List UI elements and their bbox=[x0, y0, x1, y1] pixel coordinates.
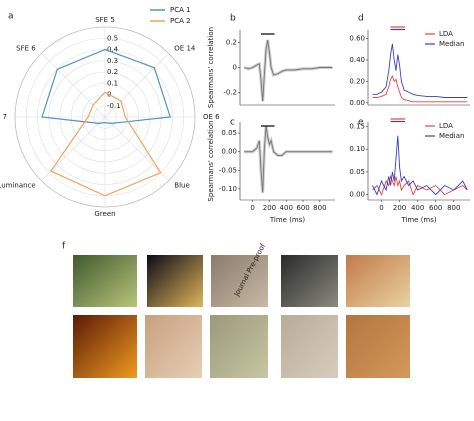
line bbox=[372, 75, 468, 103]
y-tick-label: 0.15 bbox=[349, 123, 365, 131]
x-tick-label: 600 bbox=[429, 204, 442, 212]
panel-label: f bbox=[62, 242, 66, 252]
line bbox=[244, 125, 333, 193]
legend-label: PCA 1 bbox=[170, 6, 191, 14]
image-tile bbox=[281, 255, 338, 307]
image-tile bbox=[210, 315, 268, 378]
y-tick-label: 0.10 bbox=[349, 145, 365, 153]
legend-label: Median bbox=[439, 40, 464, 48]
image-tile bbox=[73, 255, 137, 307]
axis-label: SFE 6 bbox=[16, 44, 36, 52]
legend-label: Median bbox=[439, 132, 464, 140]
image-tile bbox=[346, 315, 410, 378]
image-tile bbox=[211, 255, 268, 307]
panel-label: d bbox=[358, 14, 364, 24]
y-axis-label: Spearmans' correlation bbox=[207, 120, 215, 201]
panel-label: a bbox=[8, 12, 14, 22]
y-tick-label: 0.05 bbox=[349, 168, 365, 176]
x-axis-label: Time (ms) bbox=[400, 216, 437, 224]
x-tick-label: 400 bbox=[411, 204, 424, 212]
y-tick-label: 0.40 bbox=[349, 56, 365, 64]
y-tick-label: 0 bbox=[233, 64, 237, 72]
image-tile bbox=[346, 255, 410, 307]
y-tick-label: -0.05 bbox=[219, 166, 237, 174]
axis-label: SFE 7 bbox=[0, 113, 7, 121]
y-tick-label: 0.2 bbox=[226, 39, 237, 47]
r-tick-label: 0.2 bbox=[107, 68, 118, 76]
y-tick-label: 0.00 bbox=[221, 148, 237, 156]
y-tick-label: 0.60 bbox=[349, 35, 365, 43]
axis-label: OE 14 bbox=[174, 44, 196, 52]
x-tick-label: 800 bbox=[447, 204, 460, 212]
legend-label: LDA bbox=[439, 122, 453, 130]
y-axis-label: Spearmans' correlation bbox=[207, 27, 215, 108]
image-tile bbox=[281, 315, 338, 378]
line bbox=[372, 43, 468, 98]
y-tick-label: 0.20 bbox=[349, 77, 365, 85]
spoke bbox=[41, 53, 106, 118]
y-tick-label: -0.2 bbox=[223, 89, 237, 97]
x-tick-label: 200 bbox=[263, 204, 276, 212]
y-tick-label: -0.10 bbox=[219, 185, 237, 193]
r-tick-label: 0.1 bbox=[107, 79, 118, 87]
r-tick-label: 0.4 bbox=[107, 46, 119, 54]
x-tick-label: 200 bbox=[393, 204, 406, 212]
x-axis-label: Time (ms) bbox=[269, 216, 306, 224]
x-tick-label: 0 bbox=[250, 204, 254, 212]
spoke bbox=[104, 116, 169, 181]
line bbox=[244, 39, 333, 102]
image-tile bbox=[147, 255, 203, 307]
radar-line bbox=[50, 91, 162, 197]
r-tick-label: 0.5 bbox=[107, 34, 118, 42]
y-tick-label: 0.05 bbox=[221, 129, 237, 137]
x-tick-label: 0 bbox=[379, 204, 383, 212]
line bbox=[372, 135, 468, 196]
axis-label: Blue bbox=[174, 182, 190, 190]
axis-label: OE 6 bbox=[203, 113, 220, 121]
x-tick-label: 400 bbox=[280, 204, 293, 212]
legend-label: LDA bbox=[439, 30, 453, 38]
radar-line bbox=[41, 48, 172, 124]
y-tick-label: 0.00 bbox=[349, 99, 365, 107]
axis-label: Luminance bbox=[0, 182, 36, 190]
image-tile bbox=[145, 315, 202, 378]
x-tick-label: 600 bbox=[296, 204, 309, 212]
y-tick-label: 0.00 bbox=[349, 191, 365, 199]
axis-label: SFE 5 bbox=[95, 16, 115, 24]
error-band bbox=[244, 125, 333, 193]
r-tick-label: -0.1 bbox=[107, 102, 121, 110]
x-tick-label: 800 bbox=[313, 204, 326, 212]
axis-label: Green bbox=[94, 210, 115, 218]
legend-label: PCA 2 bbox=[170, 17, 191, 25]
spoke bbox=[104, 53, 169, 118]
error-band bbox=[243, 39, 333, 102]
image-tile bbox=[73, 315, 137, 378]
panel-label: e bbox=[358, 118, 364, 128]
r-tick-label: 0.3 bbox=[107, 57, 118, 65]
panel-label: c bbox=[230, 118, 235, 128]
panel-label: b bbox=[230, 14, 236, 24]
